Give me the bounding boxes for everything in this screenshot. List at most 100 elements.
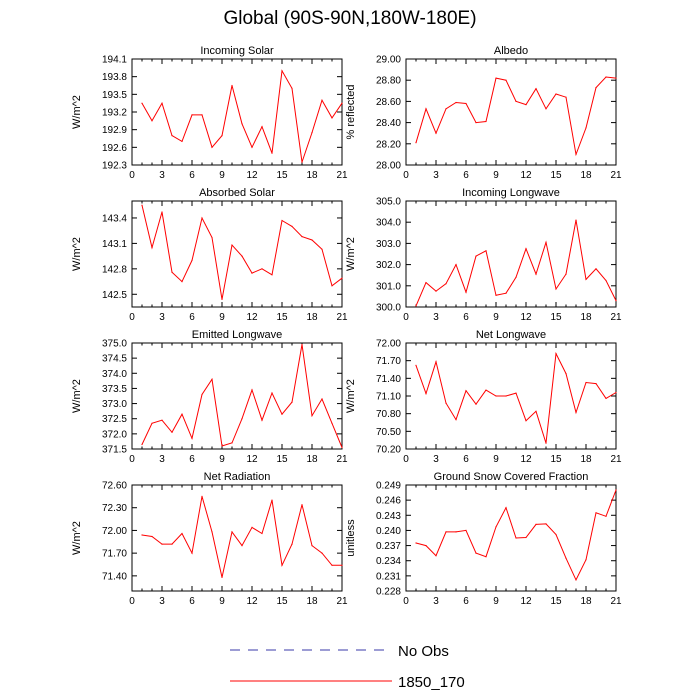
data-point <box>261 268 263 270</box>
data-point <box>515 392 517 394</box>
data-point <box>241 123 243 125</box>
plot-frame <box>405 484 617 592</box>
data-point <box>261 532 263 535</box>
x-tick-label: 15 <box>276 596 288 607</box>
y-tick-label: 28.80 <box>376 76 401 87</box>
data-point <box>251 526 253 529</box>
x-tick-label: 3 <box>433 312 439 323</box>
x-tick-label: 12 <box>520 170 532 181</box>
y-tick-label: 29.00 <box>376 55 401 66</box>
x-tick-label: 18 <box>306 312 318 323</box>
x-tick-label: 15 <box>276 454 288 465</box>
y-axis-label: W/m^2 <box>345 379 357 413</box>
data-point <box>455 264 457 266</box>
x-tick-label: 18 <box>306 454 318 465</box>
data-point <box>231 531 233 533</box>
data-point <box>201 495 203 497</box>
x-tick-label: 18 <box>580 454 592 465</box>
data-point <box>221 298 223 300</box>
data-point <box>575 579 577 581</box>
data-point <box>231 442 233 444</box>
y-tick-label: 0.237 <box>376 541 401 552</box>
y-tick-label: 28.00 <box>376 161 401 172</box>
data-point <box>241 255 243 257</box>
data-point <box>291 401 293 403</box>
data-point <box>475 255 477 257</box>
data-point <box>445 531 447 533</box>
y-axis-label: W/m^2 <box>71 237 83 271</box>
data-point <box>435 132 437 134</box>
data-point <box>221 576 223 579</box>
x-tick-label: 21 <box>336 170 348 181</box>
data-point <box>221 135 223 137</box>
y-tick-label: 193.5 <box>102 90 127 101</box>
panel-incoming-solar: Incoming Solar W/m^2 0 3 6 9 12 15 18 21 192.3 192.… <box>71 45 348 181</box>
data-point <box>321 99 323 101</box>
data-point <box>505 292 507 294</box>
data-point <box>545 523 547 525</box>
x-tick-label: 6 <box>463 170 469 181</box>
data-point <box>605 76 607 78</box>
x-tick-label: 9 <box>493 312 499 323</box>
x-tick-label: 0 <box>403 454 409 465</box>
y-tick-label: 70.80 <box>376 409 401 420</box>
data-point <box>251 389 253 391</box>
y-tick-label: 0.249 <box>376 481 401 492</box>
data-point <box>535 273 537 275</box>
data-point <box>485 120 487 123</box>
data-point <box>241 418 243 420</box>
plot-frame <box>405 200 617 308</box>
data-point <box>565 373 567 375</box>
y-axis-label: W/m^2 <box>71 379 83 413</box>
data-point <box>141 204 143 206</box>
panel-emitted-longwave: Emitted Longwave W/m^2 0 3 6 9 12 15 18 21 371.5 37… <box>71 329 348 465</box>
x-tick-label: 12 <box>246 454 258 465</box>
data-point <box>505 507 507 509</box>
y-tick-label: 71.70 <box>376 356 401 367</box>
panel-title: Albedo <box>494 45 528 57</box>
data-point <box>291 225 293 227</box>
x-tick-label: 12 <box>246 170 258 181</box>
data-point <box>261 419 263 421</box>
data-point <box>605 279 607 282</box>
y-axis-label: W/m^2 <box>71 521 83 555</box>
data-point <box>181 413 183 415</box>
x-tick-label: 0 <box>129 596 135 607</box>
data-point <box>415 364 417 366</box>
x-tick-label: 6 <box>189 170 195 181</box>
data-point <box>301 161 303 163</box>
panel-title: Ground Snow Covered Fraction <box>434 471 589 483</box>
data-point <box>181 281 183 283</box>
data-point <box>241 545 243 547</box>
x-tick-label: 0 <box>129 170 135 181</box>
data-point <box>301 504 303 506</box>
y-tick-label: 28.40 <box>376 118 401 129</box>
y-tick-label: 142.8 <box>102 264 127 275</box>
data-point <box>585 559 587 561</box>
plot-frame <box>131 58 343 166</box>
plot-frame <box>405 342 617 450</box>
data-point <box>555 288 557 290</box>
panel-net-longwave: Net Longwave W/m^2 0 3 6 9 12 15 18 21 70.20 70.50 7… <box>345 329 622 465</box>
x-tick-label: 21 <box>610 312 622 323</box>
y-tick-label: 371.5 <box>102 445 127 456</box>
data-point <box>191 552 193 554</box>
y-tick-label: 373.0 <box>102 399 127 410</box>
x-tick-label: 6 <box>189 596 195 607</box>
y-tick-label: 72.00 <box>102 526 127 537</box>
data-point <box>231 84 233 87</box>
panel-grid: Incoming Solar W/m^2 0 3 6 9 12 15 18 21 192.3 192.… <box>71 45 622 607</box>
y-tick-label: 143.4 <box>102 213 127 224</box>
x-tick-label: 0 <box>403 312 409 323</box>
x-tick-label: 3 <box>433 170 439 181</box>
data-point <box>455 101 457 104</box>
data-point <box>331 285 333 287</box>
y-tick-label: 375.0 <box>102 339 127 350</box>
x-tick-label: 3 <box>159 596 165 607</box>
data-point <box>191 259 193 261</box>
x-tick-label: 9 <box>219 596 225 607</box>
data-point <box>321 398 323 400</box>
x-tick-label: 12 <box>246 596 258 607</box>
data-point <box>485 250 487 252</box>
